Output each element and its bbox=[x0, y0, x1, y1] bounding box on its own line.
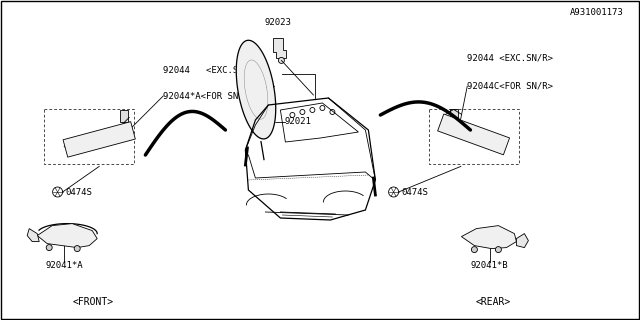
Polygon shape bbox=[37, 224, 97, 248]
Circle shape bbox=[278, 57, 284, 63]
Polygon shape bbox=[63, 122, 135, 157]
Polygon shape bbox=[438, 114, 509, 155]
Text: 92021: 92021 bbox=[285, 117, 312, 126]
Circle shape bbox=[74, 246, 80, 252]
Text: 92044 <EXC.SN/R>: 92044 <EXC.SN/R> bbox=[467, 53, 553, 62]
Bar bbox=[120, 110, 128, 123]
Bar bbox=[44, 109, 134, 164]
Polygon shape bbox=[236, 40, 276, 139]
Polygon shape bbox=[28, 228, 39, 242]
Text: 0474S: 0474S bbox=[402, 188, 428, 196]
Polygon shape bbox=[516, 234, 529, 248]
Circle shape bbox=[495, 247, 501, 252]
Text: 92041*B: 92041*B bbox=[471, 261, 508, 270]
Text: A931001173: A931001173 bbox=[570, 8, 624, 17]
Text: 92044   <EXC.SN/R>: 92044 <EXC.SN/R> bbox=[163, 66, 260, 75]
Polygon shape bbox=[273, 38, 287, 59]
Bar bbox=[450, 109, 458, 119]
Text: <REAR>: <REAR> bbox=[475, 297, 511, 308]
Text: 92023: 92023 bbox=[265, 18, 292, 27]
Text: 92041*A: 92041*A bbox=[45, 261, 83, 270]
Bar bbox=[429, 109, 518, 164]
Polygon shape bbox=[461, 226, 516, 249]
Circle shape bbox=[46, 244, 52, 251]
Text: 92044*A<FOR SN/R>: 92044*A<FOR SN/R> bbox=[163, 92, 255, 100]
Text: 92044C<FOR SN/R>: 92044C<FOR SN/R> bbox=[467, 82, 553, 91]
Text: <FRONT>: <FRONT> bbox=[72, 297, 113, 308]
Text: 0474S: 0474S bbox=[65, 188, 92, 196]
Circle shape bbox=[472, 247, 477, 252]
